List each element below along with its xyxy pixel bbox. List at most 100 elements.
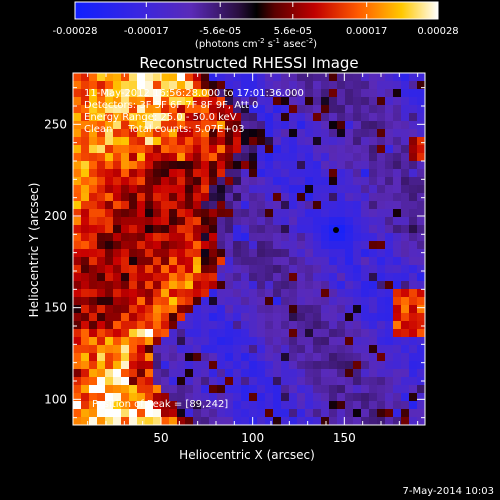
image-pixel — [233, 337, 242, 346]
image-pixel — [217, 201, 226, 210]
image-pixel — [113, 113, 122, 122]
image-pixel — [249, 185, 258, 194]
image-pixel — [281, 129, 290, 138]
image-pixel — [369, 305, 378, 314]
image-pixel — [185, 353, 194, 362]
image-pixel — [385, 81, 394, 90]
image-pixel — [121, 273, 130, 282]
image-pixel — [353, 369, 362, 378]
image-pixel — [257, 193, 266, 202]
image-pixel — [81, 193, 90, 202]
image-pixel — [225, 129, 234, 138]
image-pixel — [129, 105, 138, 114]
image-pixel — [385, 217, 394, 226]
image-pixel — [105, 97, 114, 106]
image-pixel — [81, 401, 90, 410]
image-pixel — [121, 265, 130, 274]
image-pixel — [313, 345, 322, 354]
image-pixel — [153, 297, 162, 306]
image-pixel — [385, 73, 394, 82]
image-pixel — [113, 257, 122, 266]
image-pixel — [265, 233, 274, 242]
image-pixel — [185, 81, 194, 90]
image-pixel — [97, 265, 106, 274]
image-pixel — [97, 313, 106, 322]
peak-marker — [333, 227, 339, 233]
image-pixel — [417, 201, 425, 210]
image-pixel — [217, 185, 226, 194]
image-pixel — [281, 241, 290, 250]
image-pixel — [185, 313, 194, 322]
image-pixel — [217, 329, 226, 338]
image-pixel — [153, 177, 162, 186]
image-pixel — [305, 265, 314, 274]
image-pixel — [265, 361, 274, 370]
image-pixel — [113, 385, 122, 394]
image-pixel — [225, 153, 234, 162]
image-pixel — [177, 401, 186, 410]
image-pixel — [345, 329, 354, 338]
image-pixel — [337, 169, 346, 178]
image-pixel — [385, 257, 394, 266]
image-pixel — [201, 337, 210, 346]
image-pixel — [385, 401, 394, 410]
image-pixel — [369, 185, 378, 194]
image-pixel — [329, 409, 338, 418]
image-pixel — [201, 233, 210, 242]
image-pixel — [377, 81, 386, 90]
image-pixel — [177, 137, 186, 146]
image-pixel — [281, 217, 290, 226]
image-pixel — [337, 321, 346, 330]
image-pixel — [73, 161, 82, 170]
image-pixel — [249, 241, 258, 250]
image-pixel — [161, 377, 170, 386]
image-pixel — [153, 305, 162, 314]
image-pixel — [241, 129, 250, 138]
image-pixel — [193, 169, 202, 178]
image-pixel — [169, 161, 178, 170]
image-pixel — [225, 201, 234, 210]
image-pixel — [201, 273, 210, 282]
image-pixel — [153, 321, 162, 330]
image-pixel — [185, 225, 194, 234]
image-pixel — [337, 281, 346, 290]
image-pixel — [401, 401, 410, 410]
image-pixel — [353, 81, 362, 90]
image-pixel — [73, 129, 82, 138]
image-pixel — [265, 313, 274, 322]
image-pixel — [185, 345, 194, 354]
image-pixel — [345, 345, 354, 354]
image-pixel — [89, 169, 98, 178]
image-pixel — [97, 249, 106, 258]
image-pixel — [161, 225, 170, 234]
image-pixel — [401, 241, 410, 250]
image-pixel — [265, 345, 274, 354]
image-pixel — [153, 225, 162, 234]
image-pixel — [177, 177, 186, 186]
image-pixel — [417, 153, 425, 162]
image-pixel — [177, 225, 186, 234]
image-pixel — [81, 329, 90, 338]
image-pixel — [145, 409, 154, 418]
image-pixel — [241, 345, 250, 354]
image-pixel — [297, 273, 306, 282]
image-pixel — [361, 369, 370, 378]
image-pixel — [353, 385, 362, 394]
image-pixel — [393, 97, 402, 106]
image-pixel — [89, 121, 98, 130]
image-pixel — [73, 337, 82, 346]
image-pixel — [289, 409, 298, 418]
image-pixel — [193, 401, 202, 410]
image-pixel — [257, 209, 266, 218]
image-pixel — [73, 345, 82, 354]
image-pixel — [201, 105, 210, 114]
image-pixel — [337, 249, 346, 258]
image-pixel — [273, 225, 282, 234]
image-pixel — [105, 153, 114, 162]
image-pixel — [417, 97, 425, 106]
image-pixel — [417, 369, 425, 378]
image-pixel — [321, 377, 330, 386]
image-pixel — [409, 305, 418, 314]
image-pixel — [401, 105, 410, 114]
image-pixel — [233, 321, 242, 330]
